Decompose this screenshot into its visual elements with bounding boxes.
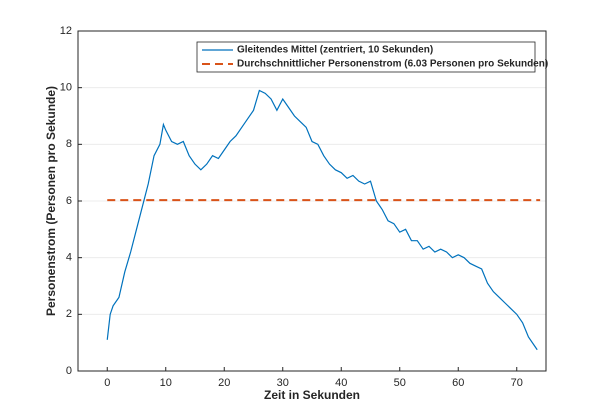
legend-box: [196, 41, 536, 73]
y-tick-label: 12: [60, 25, 72, 37]
x-tick-label: 10: [160, 377, 172, 389]
x-tick-label: 20: [218, 377, 230, 389]
y-tick-label: 4: [66, 252, 72, 264]
y-tick-label: 8: [66, 138, 72, 150]
y-tick-label: 0: [66, 365, 72, 377]
x-tick-label: 40: [335, 377, 347, 389]
x-axis-label: Zeit in Sekunden: [264, 388, 360, 402]
x-tick-label: 0: [104, 377, 110, 389]
y-tick-label: 2: [66, 308, 72, 320]
y-tick-label: 6: [66, 195, 72, 207]
legend: Gleitendes Mittel (zentriert, 10 Sekunde…: [196, 41, 548, 73]
data-line: [106, 89, 538, 351]
x-tick-label: 50: [394, 377, 406, 389]
x-tick-label: 70: [511, 377, 523, 389]
legend-label: Gleitendes Mittel (zentriert, 10 Sekunde…: [237, 45, 433, 56]
x-tick-label: 60: [452, 377, 464, 389]
plot-frame: [77, 30, 547, 372]
x-tick-label: 30: [277, 377, 289, 389]
legend-label: Durchschnittlicher Personenstrom (6.03 P…: [237, 59, 548, 70]
y-tick-label: 10: [60, 82, 72, 94]
y-axis-label: Personenstrom (Personen pro Sekunde): [44, 86, 58, 316]
